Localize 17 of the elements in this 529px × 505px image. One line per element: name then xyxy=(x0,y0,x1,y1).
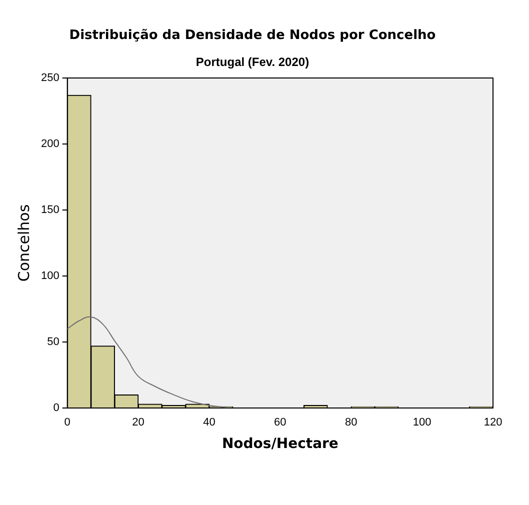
chart-subtitle: Portugal (Fev. 2020) xyxy=(196,55,310,70)
y-tick-label: 200 xyxy=(40,138,60,150)
x-tick-label: 80 xyxy=(344,416,358,429)
x-axis-title: Nodos/Hectare xyxy=(222,436,338,452)
x-tick-label: 40 xyxy=(203,416,216,429)
y-tick-label: 50 xyxy=(47,336,60,348)
y-tick-label: 250 xyxy=(40,72,60,84)
y-tick-label: 150 xyxy=(40,204,60,216)
y-tick-label: 100 xyxy=(40,270,60,282)
x-tick-label: 120 xyxy=(484,416,502,429)
x-tick-label: 60 xyxy=(274,416,286,429)
x-tick-label: 100 xyxy=(412,416,432,429)
y-tick-label: 0 xyxy=(53,402,60,414)
chart-title: Distribuição da Densidade de Nodos por Concelho xyxy=(69,28,436,44)
x-tick-label: 20 xyxy=(132,416,144,429)
x-tick-label: 0 xyxy=(64,416,70,429)
y-axis-title: Concelhos xyxy=(14,204,33,282)
